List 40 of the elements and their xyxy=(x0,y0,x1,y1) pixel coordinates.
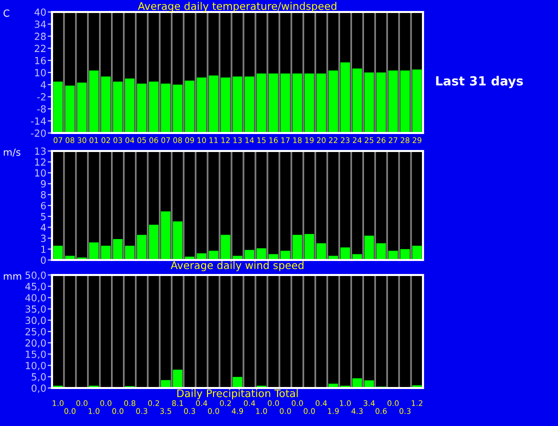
y-tick-label: 50,0 xyxy=(26,271,46,280)
y-tick-label: 13 xyxy=(35,147,46,155)
y-tick-label: 10,0 xyxy=(26,362,46,370)
y-tick-label: 5 xyxy=(41,213,46,220)
text: Last 31 days xyxy=(436,76,523,88)
y-tick-label: 10 xyxy=(35,68,46,76)
y-tick-label: -8 xyxy=(37,105,46,113)
y-tick-label: -20 xyxy=(31,129,46,137)
y-tick-label: 12 xyxy=(35,158,46,166)
y-tick-label: 9 xyxy=(40,180,46,188)
y-tick-label: 8 xyxy=(40,191,46,198)
y-axis-title: mm xyxy=(4,274,22,280)
y-tick-label: 10 xyxy=(35,169,46,177)
y-tick-label: 20,0 xyxy=(26,339,46,348)
y-tick-label: -14 xyxy=(31,118,46,125)
y-tick-label: 28 xyxy=(34,32,46,40)
y-tick-label: 25,0 xyxy=(26,328,46,336)
y-tick-label: 3 xyxy=(41,234,46,242)
y-tick-label: 1 xyxy=(41,246,46,253)
y-tick-label: 15,0 xyxy=(26,350,46,359)
chart-title: Average daily temperature/windspeed xyxy=(138,2,336,12)
y-tick-label: 16 xyxy=(35,56,46,64)
y-tick-label: 6 xyxy=(40,202,46,210)
y-tick-label: 35,0 xyxy=(26,305,46,314)
text: Average daily wind speed xyxy=(170,261,304,272)
y-tick-label: 0 xyxy=(40,256,46,264)
y-tick-label: 0,0 xyxy=(32,384,46,393)
y-axis-title: C xyxy=(4,9,10,17)
y-tick-label: 22 xyxy=(34,44,46,52)
text: Daily Precipitation Total xyxy=(177,389,298,400)
y-tick-label: 4 xyxy=(40,224,46,231)
y-tick-label: 30,0 xyxy=(26,316,46,326)
y-tick-label: 40,0 xyxy=(25,294,46,302)
y-tick-label: 5,0 xyxy=(32,373,46,382)
y-tick-label: 40 xyxy=(34,8,46,16)
y-tick-label: 4 xyxy=(40,81,46,88)
y-tick-label: 45,0 xyxy=(25,282,46,292)
y-tick-label: -2 xyxy=(37,93,46,100)
y-axis-title: m/s xyxy=(4,148,20,157)
y-tick-label: 34 xyxy=(34,20,46,28)
